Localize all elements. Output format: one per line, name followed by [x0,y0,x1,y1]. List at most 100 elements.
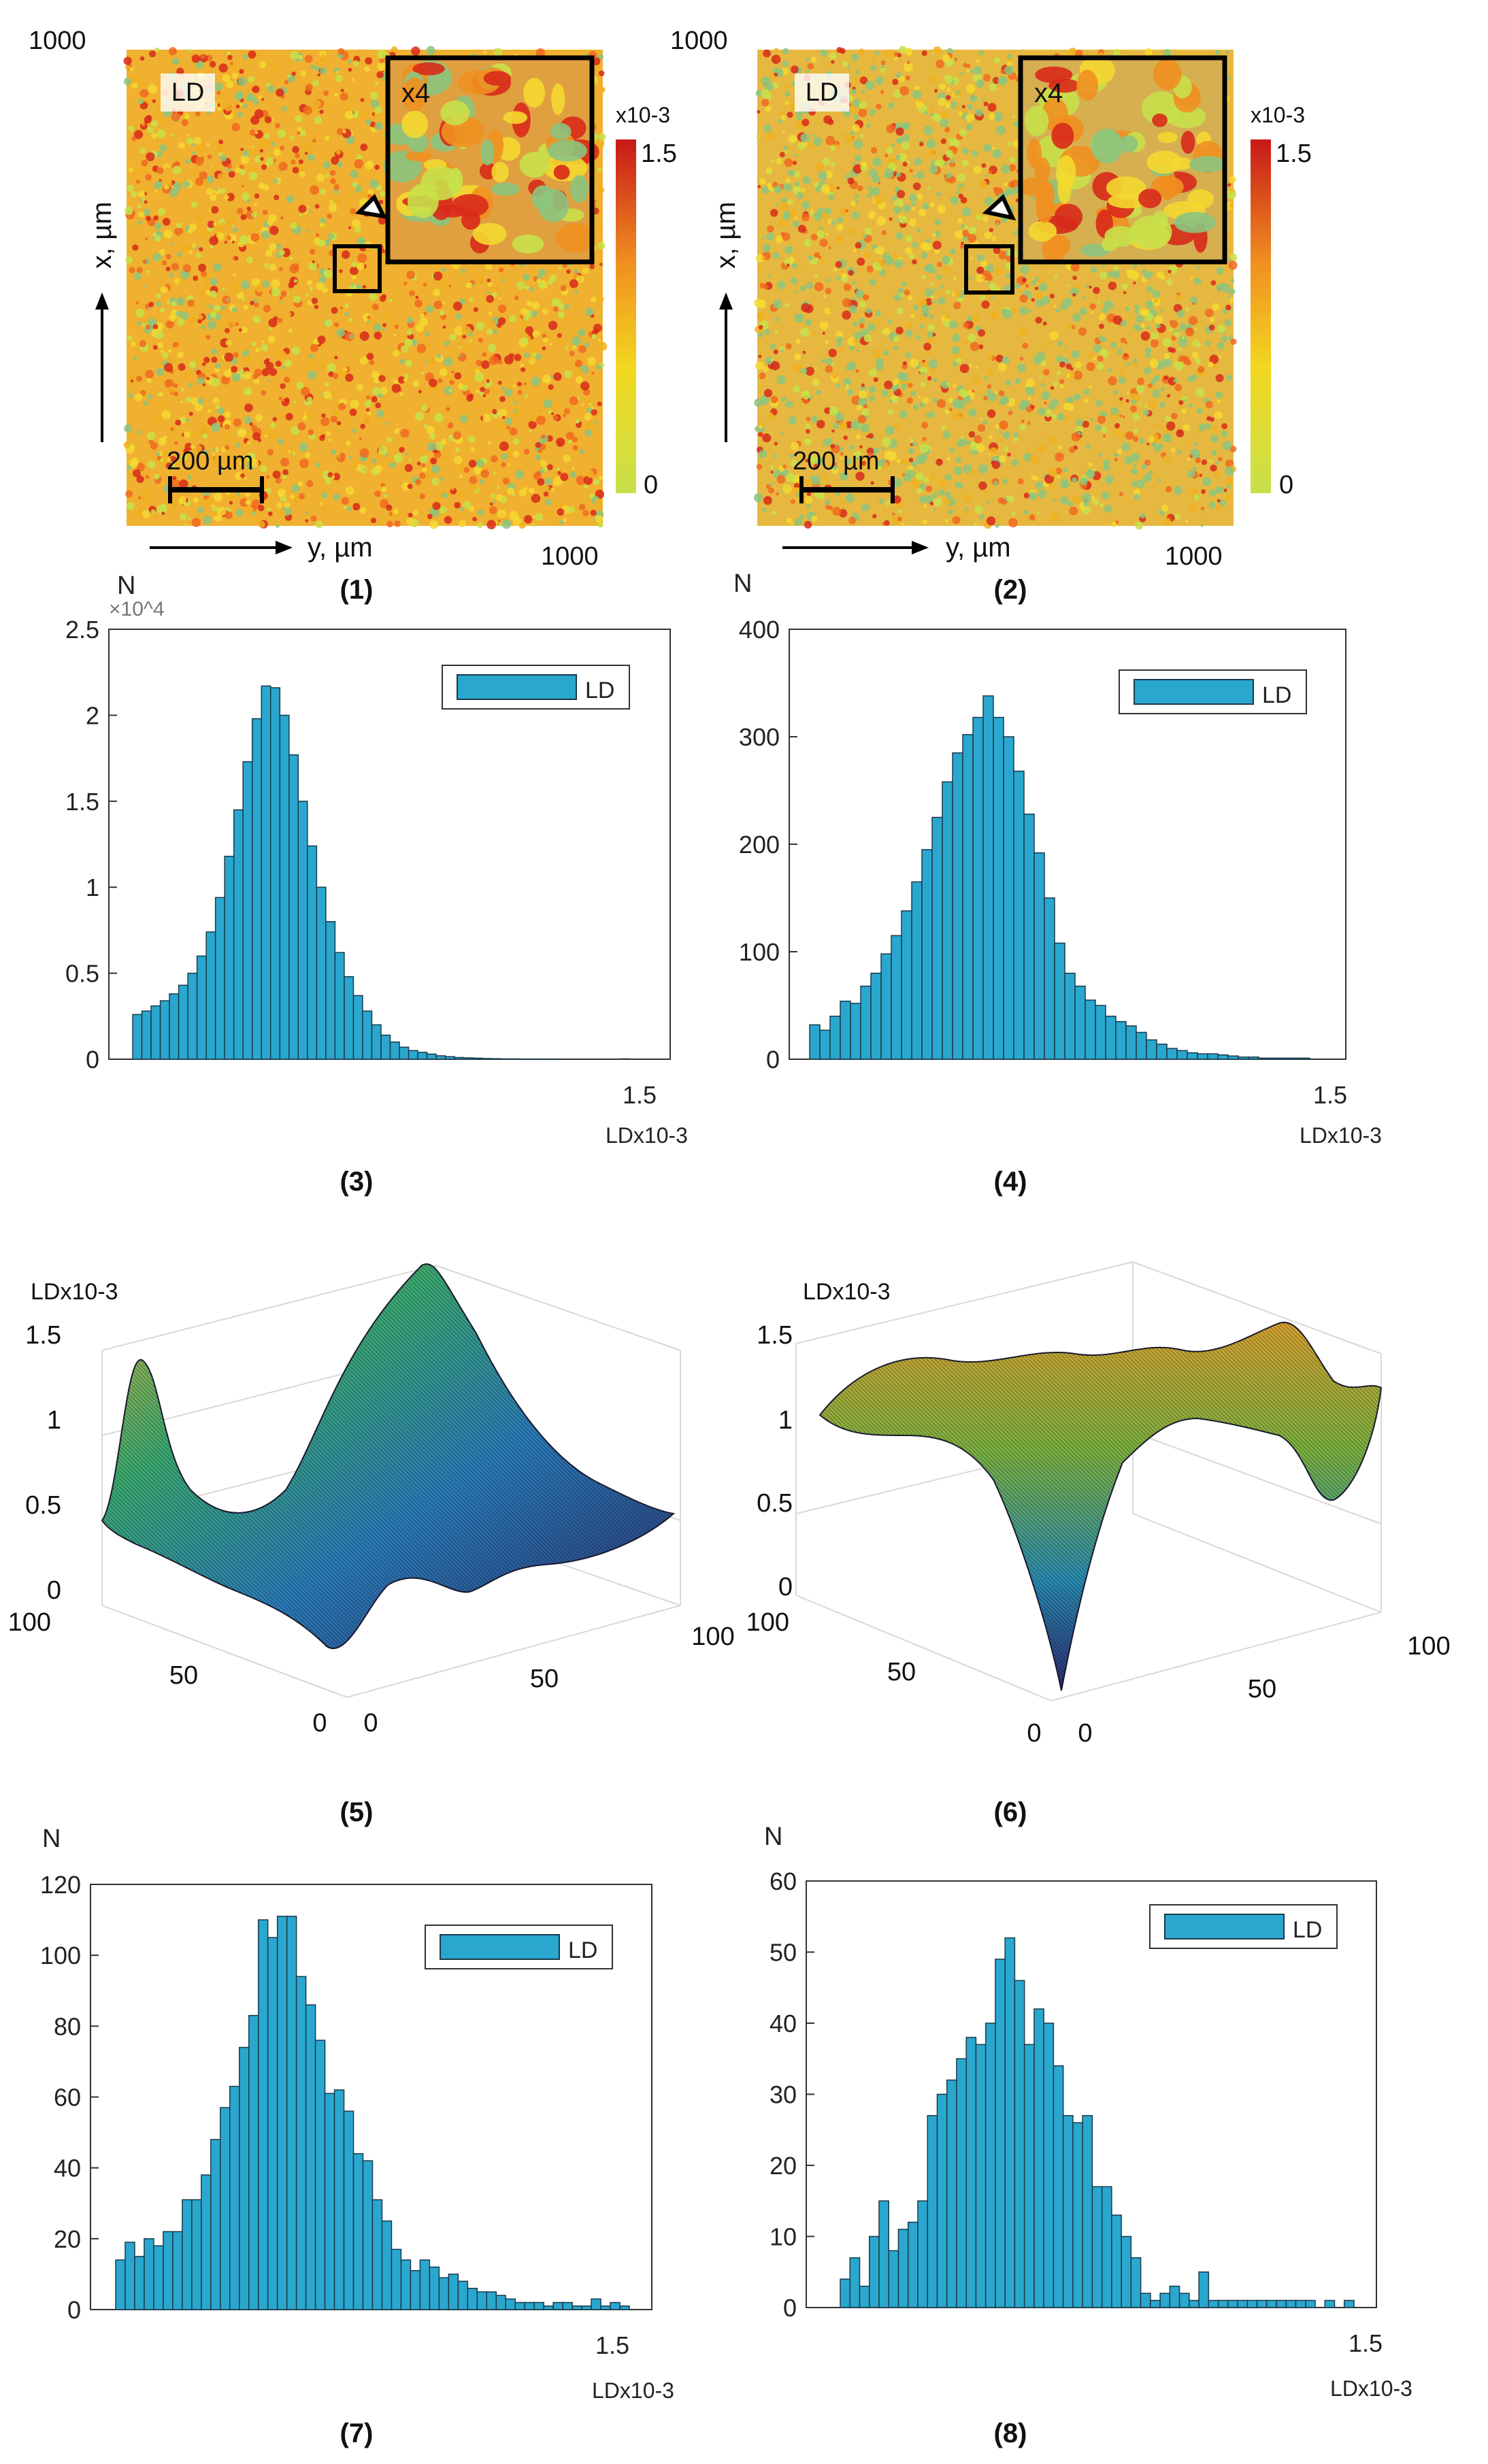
map-speckle [1111,270,1121,279]
map-speckle [331,307,338,314]
map-speckle [1092,499,1100,505]
map-speckle [865,435,870,438]
map-speckle [948,397,954,403]
map-speckle [793,385,801,393]
map-speckle [1173,378,1178,383]
map-speckle [541,434,546,439]
map-speckle [129,66,135,72]
map-speckle [925,485,933,493]
map-speckle [823,295,827,298]
map-speckle [159,503,167,511]
map-1-x-axis-arrowhead-icon [95,293,109,310]
map-speckle [918,395,921,399]
map-speckle [962,229,970,237]
map-speckle [756,134,760,139]
map-speckle [301,386,310,397]
map-speckle [912,242,919,248]
map-speckle [1112,390,1118,395]
map-speckle [799,514,804,519]
map-speckle [152,99,156,103]
map-speckle [227,163,232,169]
map-speckle [302,416,308,421]
map-speckle [1130,393,1138,400]
map-speckle [840,269,844,273]
map-speckle [873,350,880,358]
map-speckle [976,79,985,88]
map-speckle [343,505,347,510]
map-speckle [1048,403,1055,410]
map-speckle [241,184,244,188]
map-speckle [1101,491,1110,500]
map-speckle [282,469,289,476]
map-speckle [165,320,174,329]
map-speckle [813,463,819,469]
map-speckle [531,493,541,503]
map-speckle [133,130,144,139]
map-speckle [1125,399,1129,403]
map-speckle [914,85,921,92]
map-speckle [845,493,855,503]
map-speckle [388,298,393,303]
map-speckle [1144,459,1151,466]
map-speckle [141,318,148,324]
map-speckle [1102,265,1106,268]
hist-bar [1062,2115,1074,2308]
map-1-zoom-arrow-icon [354,193,388,219]
map-speckle [1140,513,1146,518]
map-speckle [564,346,569,350]
map-speckle [191,385,195,389]
map-speckle [850,131,855,136]
map-speckle [758,354,762,359]
map-speckle [893,423,899,429]
map-speckle [262,280,270,288]
map-speckle [950,196,959,205]
map-speckle [772,299,782,309]
map-speckle [264,133,270,139]
map-speckle [324,382,329,387]
map-speckle [894,259,904,268]
map-speckle [372,303,379,311]
hist-xtick-label: 1.5 [623,1081,657,1109]
map-speckle [223,102,233,112]
map-speckle [1225,50,1229,54]
map-speckle [329,203,337,212]
map-speckle [379,295,386,302]
map-speckle [279,296,284,300]
map-speckle [386,504,393,511]
map-speckle [906,469,915,479]
map-speckle [319,110,324,114]
map-speckle [597,242,606,250]
map-speckle [240,326,248,334]
map-speckle [1176,310,1185,318]
map-speckle [211,422,220,432]
hist-bar [220,2107,231,2310]
inset-blob [503,111,528,124]
map-speckle [174,278,180,284]
map-speckle [297,481,303,487]
map-speckle [853,338,858,344]
map-speckle [984,393,987,397]
map-speckle [469,297,474,302]
map-speckle [292,451,296,456]
map-speckle [193,276,199,281]
map-speckle [206,175,214,184]
map-speckle [1170,448,1176,452]
map-speckle [488,344,497,352]
map-speckle [867,323,876,331]
map-speckle [507,487,515,495]
map-speckle [210,245,214,249]
hist-ytick-label: 40 [770,2010,797,2037]
hist-panel-label: (4) [994,1167,1027,1197]
map-speckle [835,261,842,268]
map-speckle [794,216,798,220]
map-speckle [229,216,236,223]
map-speckle [990,173,996,179]
map-speckle [1034,476,1039,481]
map-speckle [1073,371,1082,380]
map-speckle [170,284,176,290]
map-speckle [183,180,191,188]
hist-bar [191,2199,202,2310]
map-speckle [399,359,405,365]
